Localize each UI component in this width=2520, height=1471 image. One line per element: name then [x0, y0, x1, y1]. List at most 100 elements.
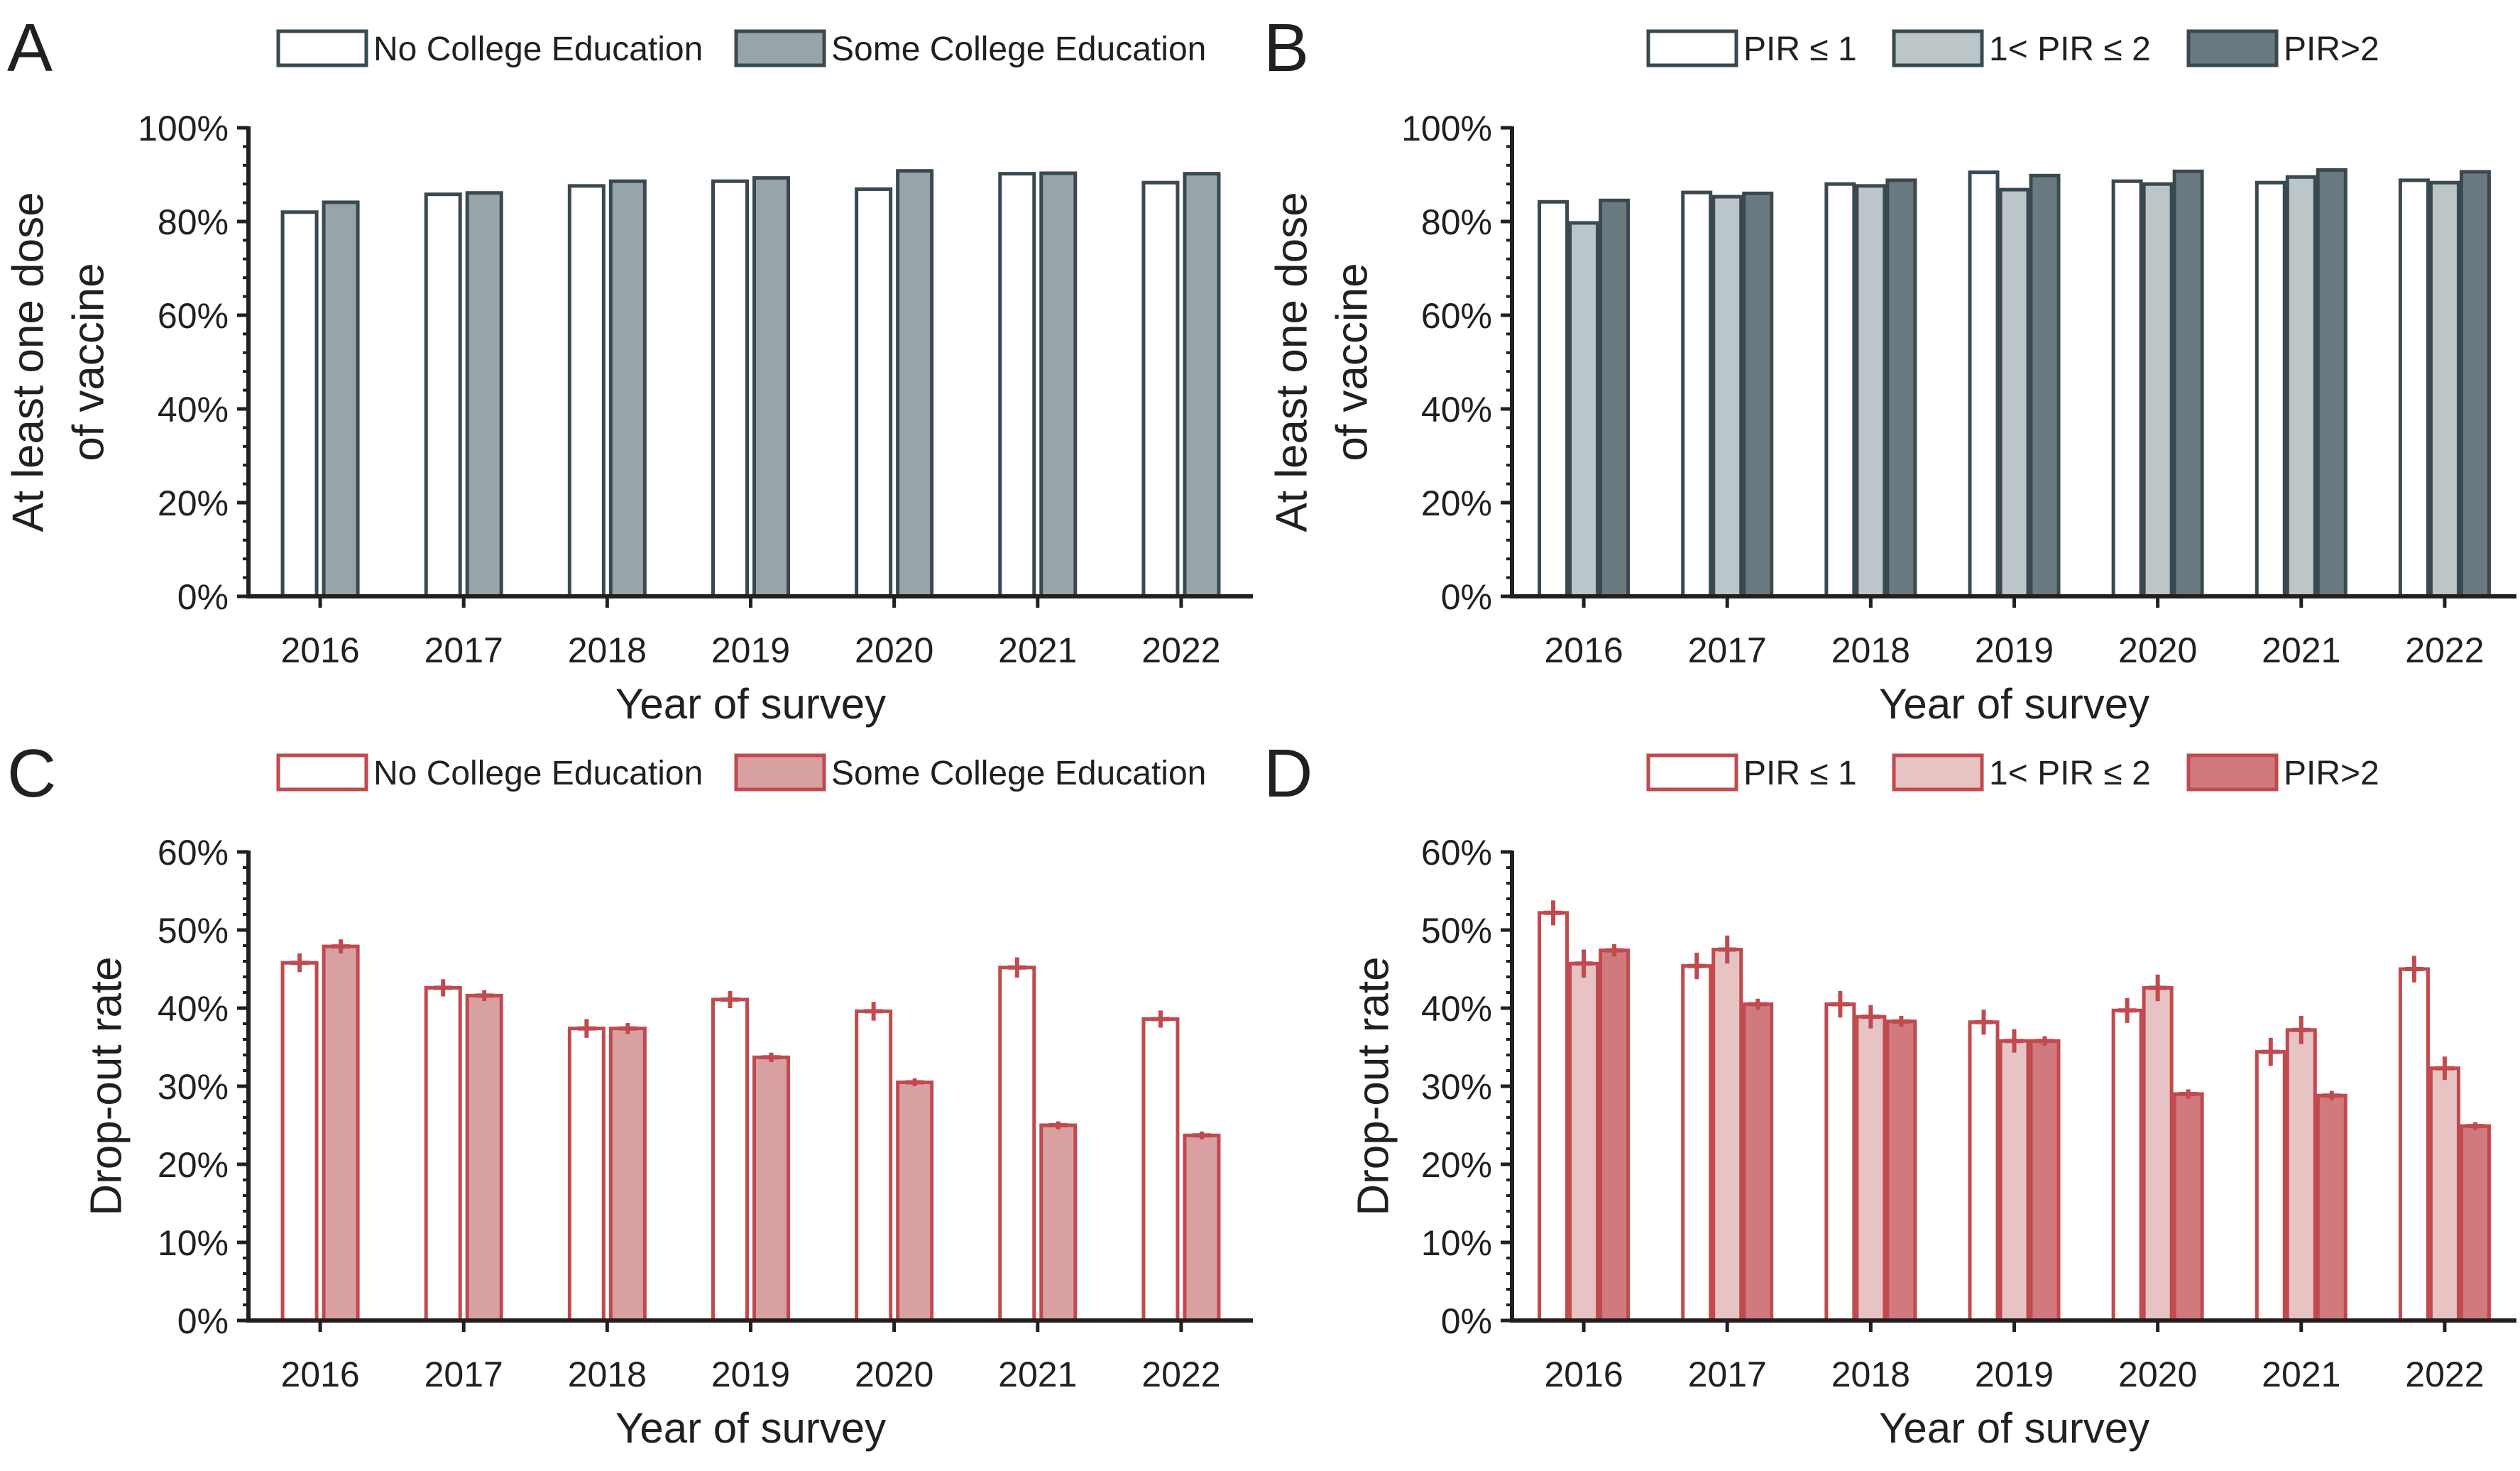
x-tick-label: 2017 — [424, 1355, 503, 1394]
legend-label: PIR>2 — [2284, 755, 2379, 792]
bar — [1183, 172, 1221, 598]
bar — [2459, 170, 2491, 598]
legend-swatch — [2186, 29, 2279, 67]
x-tick-label: 2022 — [2405, 630, 2484, 670]
y-tick-label: 100% — [138, 109, 229, 148]
panel-letter: D — [1264, 736, 1313, 811]
bar — [1599, 198, 1631, 598]
bar — [1141, 1017, 1180, 1323]
x-tick-label: 2021 — [998, 630, 1077, 670]
bar — [1183, 1133, 1221, 1323]
bar — [2255, 1050, 2286, 1323]
y-tick-label: 20% — [1421, 483, 1492, 523]
panel-letter: B — [1264, 10, 1309, 86]
x-tick-label: 2020 — [855, 630, 933, 670]
bar — [322, 944, 360, 1323]
panel-b: B 0% 20% 40% 60% 80% 100% 2016 2017 2018 2019 2020 2… — [1264, 10, 2516, 728]
x-tick-label: 2019 — [1975, 630, 2054, 670]
bar — [1885, 178, 1917, 598]
bar — [1855, 1015, 1887, 1323]
legend-label: No College Education — [373, 31, 703, 68]
y-axis-label: Drop-out rate — [1349, 956, 1398, 1215]
y-tick-label: 30% — [1421, 1067, 1492, 1107]
bar — [998, 172, 1036, 598]
legend-swatch — [276, 29, 368, 67]
legend-swatch — [734, 753, 826, 792]
x-tick-label: 2022 — [1141, 630, 1220, 670]
legend-swatch — [2186, 753, 2279, 792]
y-axis-label: Drop-out rate — [82, 956, 131, 1215]
legend-label: PIR ≤ 1 — [1743, 31, 1857, 68]
panel-letter: C — [7, 736, 56, 811]
x-tick-label: 2020 — [2118, 1355, 2197, 1394]
legend-swatch — [1892, 753, 1984, 792]
y-axis-label: of vaccine — [1328, 263, 1377, 461]
legend: No College Education Some College Educati… — [276, 753, 1206, 792]
bar — [1742, 1002, 1774, 1323]
bar — [424, 192, 462, 598]
x-tick-label: 2017 — [1688, 1355, 1767, 1394]
x-tick-label: 2018 — [568, 630, 647, 670]
bar — [711, 997, 749, 1323]
bar — [567, 1027, 606, 1323]
bar — [280, 961, 319, 1323]
y-tick-label: 50% — [1421, 911, 1492, 951]
bar — [2428, 180, 2460, 598]
bar — [1039, 1123, 1078, 1323]
x-tick-label: 2021 — [2262, 1355, 2340, 1394]
bar — [896, 1081, 934, 1323]
legend-swatch — [734, 29, 826, 67]
bar — [2285, 175, 2317, 598]
legend-label: No College Education — [373, 755, 703, 792]
y-tick-label: 10% — [1421, 1223, 1492, 1263]
bar — [1824, 182, 1856, 598]
x-tick-label: 2018 — [1831, 1355, 1910, 1394]
bar — [1681, 190, 1713, 598]
bar — [1742, 191, 1774, 598]
y-tick-label: 60% — [1421, 833, 1492, 873]
bar — [1538, 911, 1569, 1323]
x-tick-label: 2022 — [2405, 1355, 2484, 1394]
x-tick-label: 2020 — [855, 1355, 933, 1394]
bar — [2142, 182, 2174, 598]
x-tick-label: 2021 — [998, 1355, 1077, 1394]
bar — [2255, 180, 2286, 598]
bar — [1039, 171, 1078, 598]
x-tick-label: 2017 — [1688, 630, 1767, 670]
legend-label: 1< PIR ≤ 2 — [1989, 31, 2151, 68]
y-tick-label: 50% — [158, 911, 229, 951]
y-tick-label: 0% — [177, 577, 229, 617]
y-tick-label: 0% — [177, 1301, 229, 1341]
bar — [2111, 1008, 2143, 1323]
y-tick-label: 10% — [158, 1223, 229, 1263]
bar — [2316, 1093, 2348, 1323]
y-tick-label: 20% — [1421, 1145, 1492, 1185]
x-tick-label: 2022 — [1141, 1355, 1220, 1394]
legend: No College Education Some College Educati… — [276, 29, 1206, 68]
x-axis-label: Year of survey — [1879, 680, 2149, 728]
x-tick-label: 2016 — [1544, 630, 1623, 670]
y-tick-label: 40% — [158, 390, 229, 430]
bar — [1568, 961, 1600, 1323]
y-tick-label: 0% — [1441, 577, 1492, 617]
bar — [711, 179, 749, 598]
legend-swatch — [1892, 29, 1984, 67]
panel-letter: A — [7, 10, 53, 86]
x-tick-label: 2016 — [280, 1355, 359, 1394]
bar — [608, 1027, 647, 1323]
bar — [1568, 221, 1600, 598]
x-axis-label: Year of survey — [615, 1404, 886, 1452]
legend-label: PIR>2 — [2284, 31, 2379, 68]
legend-label: Some College Education — [831, 31, 1206, 68]
y-tick-label: 20% — [158, 1145, 229, 1185]
y-tick-label: 40% — [1421, 989, 1492, 1029]
bar — [752, 1055, 790, 1323]
bar — [2029, 1039, 2061, 1323]
bar — [2398, 967, 2430, 1323]
y-tick-label: 40% — [158, 989, 229, 1029]
y-tick-label: 30% — [158, 1067, 229, 1107]
bar — [2172, 1092, 2204, 1323]
x-tick-label: 2019 — [711, 630, 790, 670]
legend-label: PIR ≤ 1 — [1743, 755, 1857, 792]
